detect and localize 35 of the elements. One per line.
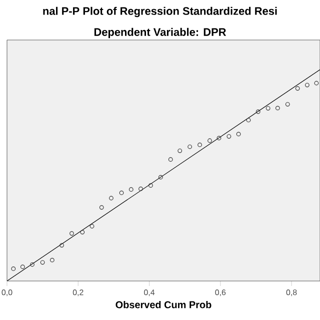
point xyxy=(275,106,280,110)
point xyxy=(40,260,45,265)
chart-title: nal P-P Plot of Regression Standardized Resi xyxy=(43,6,277,18)
point xyxy=(216,136,222,140)
point xyxy=(11,266,16,271)
point xyxy=(20,264,25,270)
point xyxy=(266,106,270,110)
point xyxy=(305,82,310,88)
point xyxy=(99,205,104,210)
point xyxy=(208,138,212,143)
point xyxy=(50,258,54,262)
point xyxy=(226,134,232,139)
point xyxy=(119,190,124,196)
point xyxy=(109,196,114,200)
point xyxy=(80,230,85,234)
point xyxy=(128,187,134,192)
point xyxy=(188,144,192,149)
point xyxy=(246,118,251,122)
point xyxy=(30,262,34,267)
point xyxy=(158,175,163,180)
point xyxy=(178,148,182,153)
point xyxy=(138,186,143,192)
point xyxy=(70,231,74,236)
point xyxy=(256,109,260,114)
point xyxy=(285,102,290,106)
point xyxy=(295,86,300,91)
chart-subtitle: Dependent Variable: DPR xyxy=(94,28,226,38)
x-axis-title: Observed Cum Prob xyxy=(116,300,212,308)
point xyxy=(198,142,202,148)
point xyxy=(90,224,94,228)
point xyxy=(60,243,64,248)
point xyxy=(236,132,241,136)
point xyxy=(314,80,319,86)
point xyxy=(168,157,173,162)
point xyxy=(148,183,153,188)
